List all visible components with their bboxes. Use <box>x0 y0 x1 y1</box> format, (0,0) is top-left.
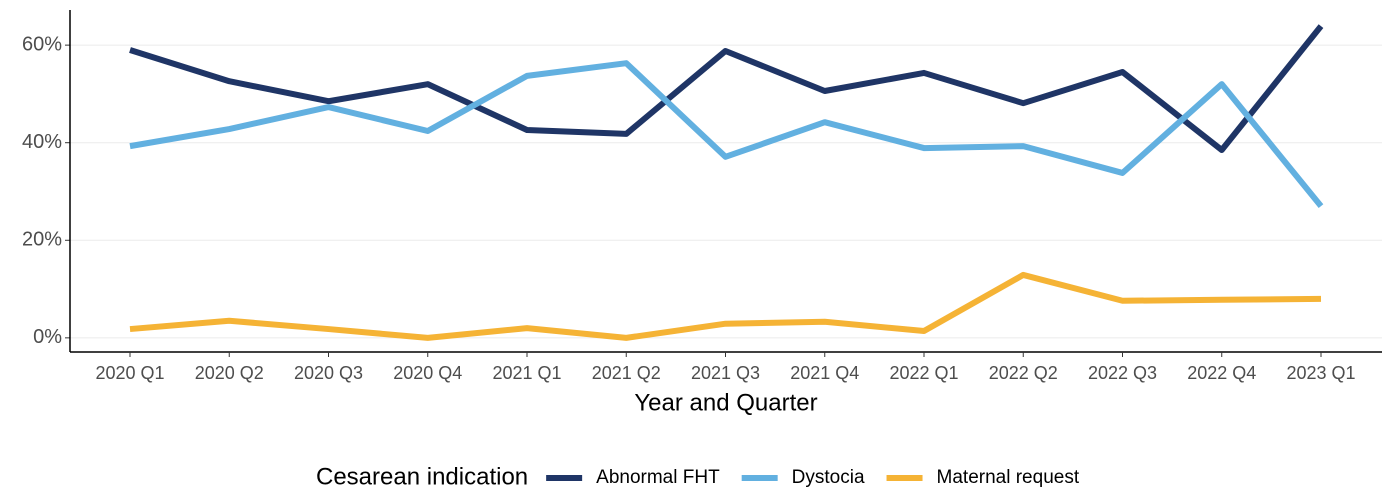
legend-label: Abnormal FHT <box>596 467 720 488</box>
x-tick-label: 2022 Q1 <box>889 363 958 383</box>
legend-label: Maternal request <box>937 467 1080 488</box>
x-axis-label: Year and Quarter <box>634 389 817 416</box>
x-tick-label: 2020 Q2 <box>195 363 264 383</box>
x-tick-label: 2022 Q4 <box>1187 363 1256 383</box>
y-tick-label: 0% <box>33 326 62 348</box>
y-tick-label: 40% <box>22 131 62 153</box>
x-tick-label: 2021 Q4 <box>790 363 859 383</box>
x-tick-label: 2022 Q3 <box>1088 363 1157 383</box>
x-tick-label: 2021 Q3 <box>691 363 760 383</box>
x-tick-label: 2021 Q2 <box>592 363 661 383</box>
x-tick-label: 2020 Q4 <box>393 363 462 383</box>
x-tick-label: 2021 Q1 <box>492 363 561 383</box>
y-tick-label: 60% <box>22 33 62 55</box>
x-tick-label: 2020 Q3 <box>294 363 363 383</box>
line <box>129 24 1324 154</box>
line <box>129 60 1324 209</box>
legend-label: Dystocia <box>792 467 865 488</box>
x-tick-label: 2020 Q1 <box>95 363 164 383</box>
legend-title: Cesarean indication <box>316 463 528 490</box>
y-tick-label: 20% <box>22 229 62 251</box>
x-tick-label: 2022 Q2 <box>989 363 1058 383</box>
x-tick-label: 2023 Q1 <box>1286 363 1355 383</box>
line <box>129 271 1322 341</box>
